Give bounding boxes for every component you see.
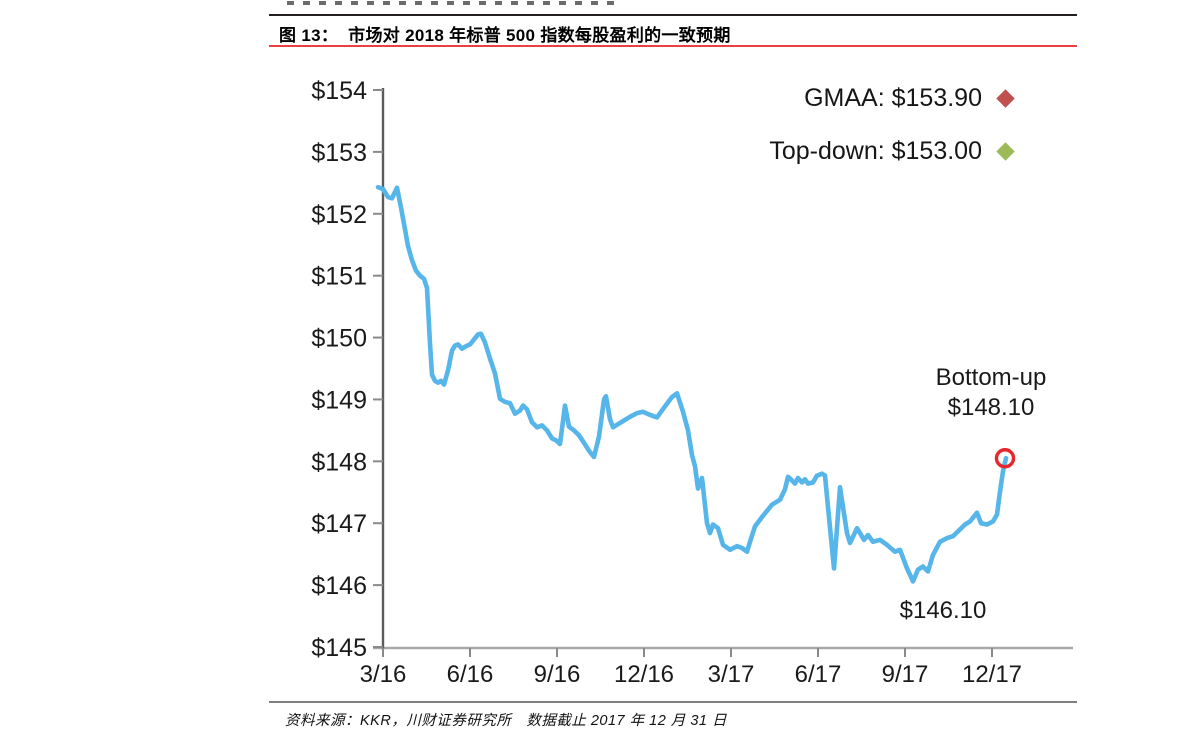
eps-consensus-line (375, 184, 1009, 584)
x-tick-label: 3/17 (708, 661, 755, 688)
y-tick-label: $151 (311, 263, 367, 291)
y-tick-label: $154 (311, 77, 367, 105)
footer-source-text: 资料来源：KKR，川财证券研究所 数据截止 2017 年 12 月 31 日 (285, 713, 727, 729)
x-tick-label: 9/17 (882, 661, 929, 688)
chart-annotation: Bottom-up (935, 364, 1047, 391)
legend-label: Top-down: $153.00 (769, 137, 982, 165)
x-tick-label: 6/16 (447, 661, 494, 688)
y-tick-label: $152 (311, 201, 367, 229)
y-tick-label: $147 (311, 510, 367, 538)
chart-legend: GMAA: $153.90 Top-down: $153.00 (769, 84, 1015, 190)
legend-label: GMAA: $153.90 (804, 84, 982, 112)
x-tick-label: 6/17 (795, 661, 842, 688)
footer-rule (269, 701, 1077, 703)
endpoint-circle-marker (994, 448, 1016, 469)
y-tick-label: $148 (311, 448, 367, 476)
figure-accent-rule (269, 45, 1077, 47)
y-tick-label: $150 (311, 325, 367, 353)
legend-item: GMAA: $153.90 (769, 84, 1015, 113)
figure-header-rule (269, 14, 1077, 16)
figure-title: 图 13： 市场对 2018 年标普 500 指数每股盈利的一致预期 (279, 21, 731, 46)
chart-annotation: $146.10 (899, 597, 987, 624)
figure-title-text: 市场对 2018 年标普 500 指数每股盈利的一致预期 (348, 26, 731, 45)
diamond-icon (996, 89, 1015, 108)
y-tick-label: $149 (311, 386, 367, 414)
x-tick-label: 3/16 (360, 661, 407, 688)
y-tick-label: $153 (311, 139, 367, 167)
x-tick-label: 9/16 (534, 661, 581, 688)
x-tick-label: 12/16 (614, 661, 674, 688)
clipped-text-top (287, 1, 615, 5)
legend-item: Top-down: $153.00 (769, 137, 1015, 166)
diamond-icon (996, 142, 1015, 161)
chart-annotation: $148.10 (947, 394, 1035, 421)
figure-label: 图 13： (279, 26, 339, 45)
y-tick-label: $146 (311, 572, 367, 600)
x-tick-label: 12/17 (962, 661, 1022, 688)
y-tick-label: $145 (311, 634, 367, 662)
